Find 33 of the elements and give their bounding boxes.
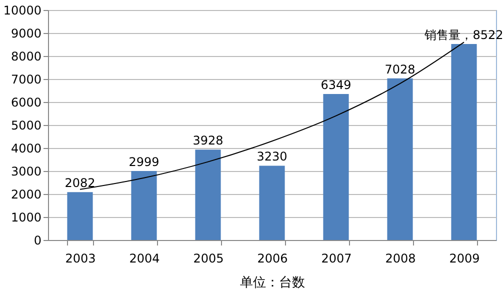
bar [259,166,285,240]
x-tick-label: 2009 [449,252,480,266]
x-tick-label: 2006 [257,252,288,266]
y-tick-label: 8000 [10,50,42,64]
bar [195,150,221,240]
x-tick-label: 2003 [65,252,96,266]
data-label: 7028 [384,62,416,76]
bar [131,171,157,240]
data-label: 3230 [256,150,288,164]
data-label: 2999 [128,155,160,170]
x-tick-label: 2005 [193,252,224,266]
y-tick-label: 9000 [10,26,42,40]
data-label: 销售量，8522 [424,28,504,42]
bar [323,94,349,240]
y-tick-label: 0 [34,234,42,248]
y-tick-label: 6000 [10,96,42,110]
x-tick-label: 2004 [129,252,160,266]
x-tick-label: 2007 [321,252,352,266]
data-label: 6349 [320,78,352,92]
y-tick-label: 4000 [10,142,42,156]
y-tick-label: 1000 [10,210,42,224]
data-label: 3928 [192,134,224,148]
data-label: 2082 [64,176,96,190]
bar [451,44,477,240]
bar [387,78,413,240]
y-tick-label: 2000 [10,188,42,202]
bar [67,192,93,240]
y-tick-label: 7000 [10,72,42,86]
y-tick-label: 3000 [10,164,42,178]
y-tick-label: 5000 [10,118,42,132]
x-tick-label: 2008 [385,252,416,266]
y-tick-label: 10000 [3,4,42,18]
x-axis-title: 单位：台数 [240,276,305,290]
